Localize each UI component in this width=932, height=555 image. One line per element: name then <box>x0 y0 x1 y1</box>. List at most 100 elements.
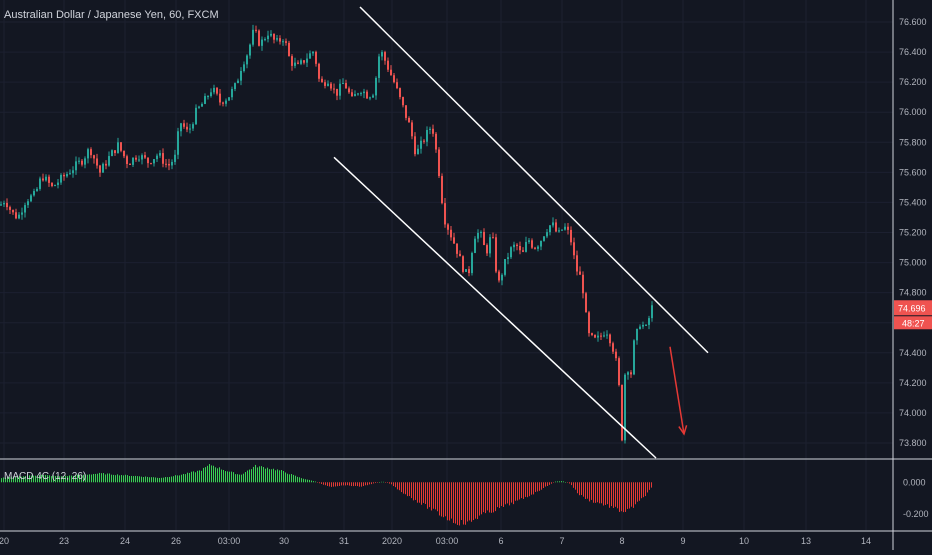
macd-bar <box>563 481 564 483</box>
candle-body <box>84 158 86 165</box>
candle-body <box>582 274 584 294</box>
macd-bar <box>25 475 26 483</box>
macd-bar <box>605 482 606 505</box>
macd-bar <box>249 469 250 483</box>
channel-lines[interactable] <box>333 6 709 459</box>
candle-body <box>564 226 566 230</box>
macd-bar <box>645 482 646 497</box>
macd-bar <box>385 482 386 483</box>
candle-body <box>162 153 164 164</box>
macd-bar <box>599 482 600 504</box>
macd-bar <box>487 482 488 511</box>
macd-bar <box>545 482 546 487</box>
macd-bar <box>11 476 12 483</box>
macd-bar <box>397 482 398 490</box>
macd-bar <box>433 482 434 509</box>
macd-bar <box>567 482 568 483</box>
macd-bar <box>395 482 396 488</box>
macd-bar <box>373 482 374 484</box>
channel-line[interactable] <box>359 6 709 354</box>
price-candles <box>0 24 653 444</box>
candle-body <box>93 155 95 159</box>
price-tick-label: 74.200 <box>899 378 927 388</box>
macd-bar <box>341 482 342 486</box>
macd-bar <box>263 467 264 483</box>
candle-body <box>444 203 446 225</box>
candle-body <box>264 39 266 41</box>
candle-body <box>63 174 65 177</box>
macd-bar <box>115 475 116 483</box>
candle-body <box>318 63 320 79</box>
macd-bar <box>549 482 550 485</box>
macd-bar <box>579 482 580 496</box>
candle-body <box>72 170 74 174</box>
macd-bar <box>5 477 6 483</box>
candle-body <box>0 204 2 206</box>
time-tick-label: 10 <box>739 536 749 546</box>
macd-bar <box>349 482 350 486</box>
macd-bar <box>457 482 458 525</box>
candle-body <box>150 163 152 165</box>
time-tick-label: 31 <box>339 536 349 546</box>
candle-body <box>195 107 197 125</box>
macd-bar <box>75 474 76 483</box>
candle-body <box>207 96 209 98</box>
macd-bar <box>253 466 254 483</box>
countdown-tag <box>894 316 932 330</box>
macd-bar <box>519 482 520 500</box>
macd-bar <box>307 479 308 483</box>
candle-body <box>177 131 179 155</box>
time-tick-label: 2020 <box>382 536 402 546</box>
macd-bar <box>233 472 234 483</box>
candle-body <box>213 87 215 93</box>
macd-bar <box>475 482 476 519</box>
candle-body <box>99 165 101 173</box>
arrow-shaft[interactable] <box>669 346 685 435</box>
candle-body <box>114 150 116 154</box>
candle-body <box>303 60 305 63</box>
macd-bar <box>621 482 622 512</box>
candle-body <box>111 150 113 157</box>
macd-bar <box>105 474 106 483</box>
price-tick-label: 76.400 <box>899 47 927 57</box>
candle-body <box>633 340 635 375</box>
macd-bar <box>421 482 422 505</box>
candle-body <box>210 92 212 97</box>
macd-bar <box>363 482 364 487</box>
time-tick-label: 7 <box>559 536 564 546</box>
candle-body <box>621 384 623 441</box>
channel-line[interactable] <box>333 156 657 459</box>
candle-body <box>441 176 443 204</box>
candle-body <box>486 245 488 254</box>
candle-body <box>507 257 509 260</box>
chart-title: Australian Dollar / Japanese Yen, 60, FX… <box>4 9 219 21</box>
macd-bar <box>375 482 376 484</box>
macd-bar <box>461 482 462 521</box>
macd-bar <box>339 482 340 486</box>
candle-body <box>591 333 593 335</box>
macd-bar <box>117 474 118 483</box>
arrow-head[interactable] <box>678 425 688 436</box>
macd-bar <box>247 470 248 483</box>
macd-bar <box>173 476 174 483</box>
candle-body <box>372 95 374 98</box>
macd-bar <box>141 476 142 483</box>
macd-bar <box>565 482 566 483</box>
macd-bar <box>287 473 288 483</box>
macd-bar <box>481 482 482 515</box>
candle-body <box>390 69 392 76</box>
forecast-arrow[interactable] <box>669 346 688 436</box>
macd-bar <box>293 474 294 483</box>
price-tick-label: 74.400 <box>899 348 927 358</box>
candle-body <box>459 253 461 257</box>
macd-bar <box>109 473 110 483</box>
candle-body <box>309 53 311 59</box>
macd-bar <box>649 482 650 490</box>
candle-body <box>108 156 110 166</box>
macd-bar <box>569 482 570 484</box>
macd-bar <box>641 482 642 499</box>
macd-bar <box>415 482 416 500</box>
macd-bar <box>195 472 196 483</box>
